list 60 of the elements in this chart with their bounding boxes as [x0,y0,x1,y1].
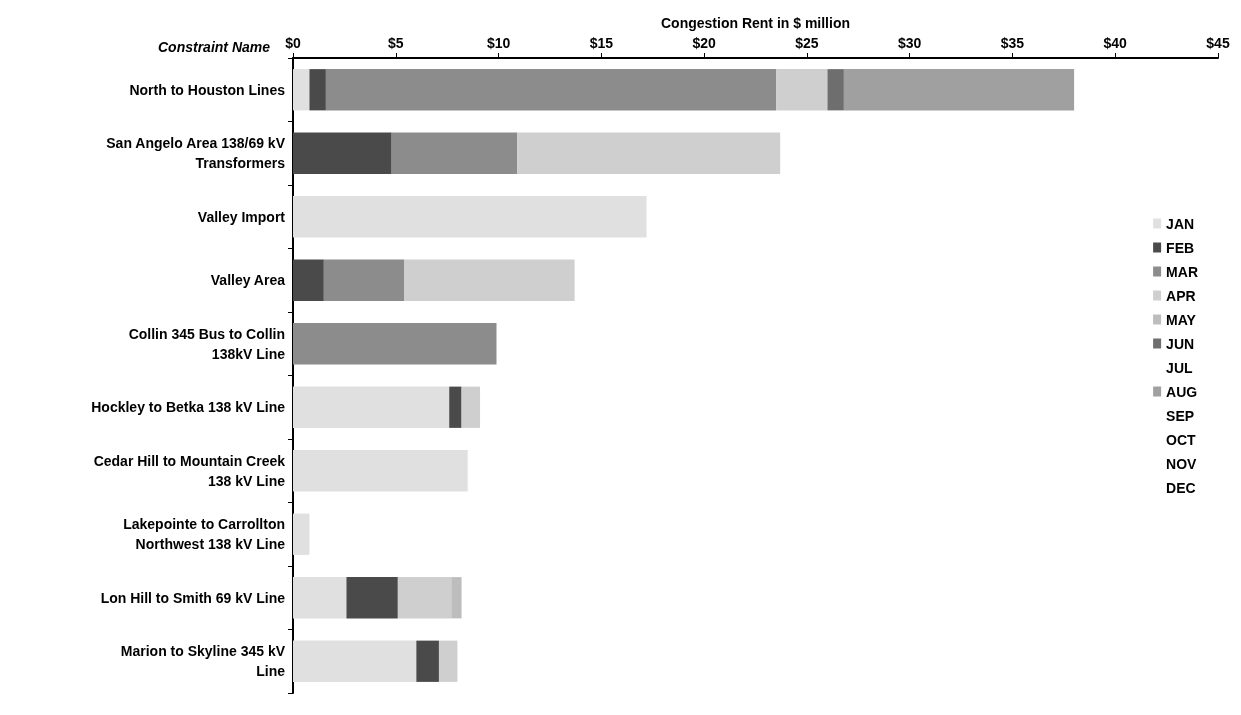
y-tick-label: Valley Area [210,272,286,289]
bar [293,196,647,238]
x-tick-label: $10 [486,35,511,51]
y-tick-label: Lakepointe to Carrollton Northwest 138 kV Line [123,516,286,553]
x-tick-label: $35 [1000,35,1025,51]
text: JUL [1166,359,1194,376]
legend-label: MAR [1166,263,1199,280]
legend-label: MAY [1166,311,1197,328]
bar [827,69,844,111]
bar [293,513,310,555]
text: OCT [1166,431,1197,448]
bar [404,259,575,301]
legend-label: JUN [1166,335,1195,352]
y-tick-label: Cedar Hill to Mountain Creek 138 kV Line [93,452,286,489]
legend-label: FEB [1166,239,1195,256]
text: NOV [1166,455,1198,472]
bar [323,259,404,301]
y-tick-label: Hockley to Betka 138 kV Line [91,399,286,416]
bar [461,386,481,428]
bar [293,323,497,365]
bar [293,450,468,492]
bar [843,69,1075,111]
y-tick-label: Collin 345 Bus to Collin 138kV Line [128,325,286,362]
y-tick-label: North to Houston Lines [129,81,286,98]
bar [293,132,392,174]
y-tick-label: San Angelo Area 138/69 kV Transformers [106,135,286,172]
bar [325,69,777,111]
bar [451,577,462,619]
x-tick-label: $30 [897,35,922,51]
bar [776,69,828,111]
x-tick-label: $25 [795,35,819,51]
bar [397,577,452,619]
y-tick-label: Marion to Skyline 345 kV Line [120,643,286,680]
bar [391,132,518,174]
x-tick-label: $15 [589,35,614,51]
x-tick-label: $5 [387,35,404,51]
y-axis-title: Constraint Name [158,39,271,55]
x-tick-label: $20 [692,35,716,51]
text: SEP [1166,407,1195,424]
bar [293,69,310,111]
y-tick-label: Lon Hill to Smith 69 kV Line [100,589,286,606]
bar [517,132,781,174]
legend-label: APR [1166,287,1196,304]
legend-label: JAN [1166,215,1195,232]
bar [346,577,398,619]
x-tick-label: $0 [285,35,301,51]
x-tick-label: $40 [1103,35,1128,51]
bar [309,69,326,111]
bar [293,640,417,682]
bar [293,577,347,619]
legend-label: AUG [1166,383,1198,400]
bar [449,386,462,428]
y-tick-label: Valley Import [197,208,286,225]
text: DEC [1166,479,1196,496]
x-axis-title: Congestion Rent in $ million [661,15,850,31]
bar [416,640,439,682]
x-tick-label: $45 [1206,35,1230,51]
bar [293,386,450,428]
bar [293,259,324,301]
bar [438,640,458,682]
